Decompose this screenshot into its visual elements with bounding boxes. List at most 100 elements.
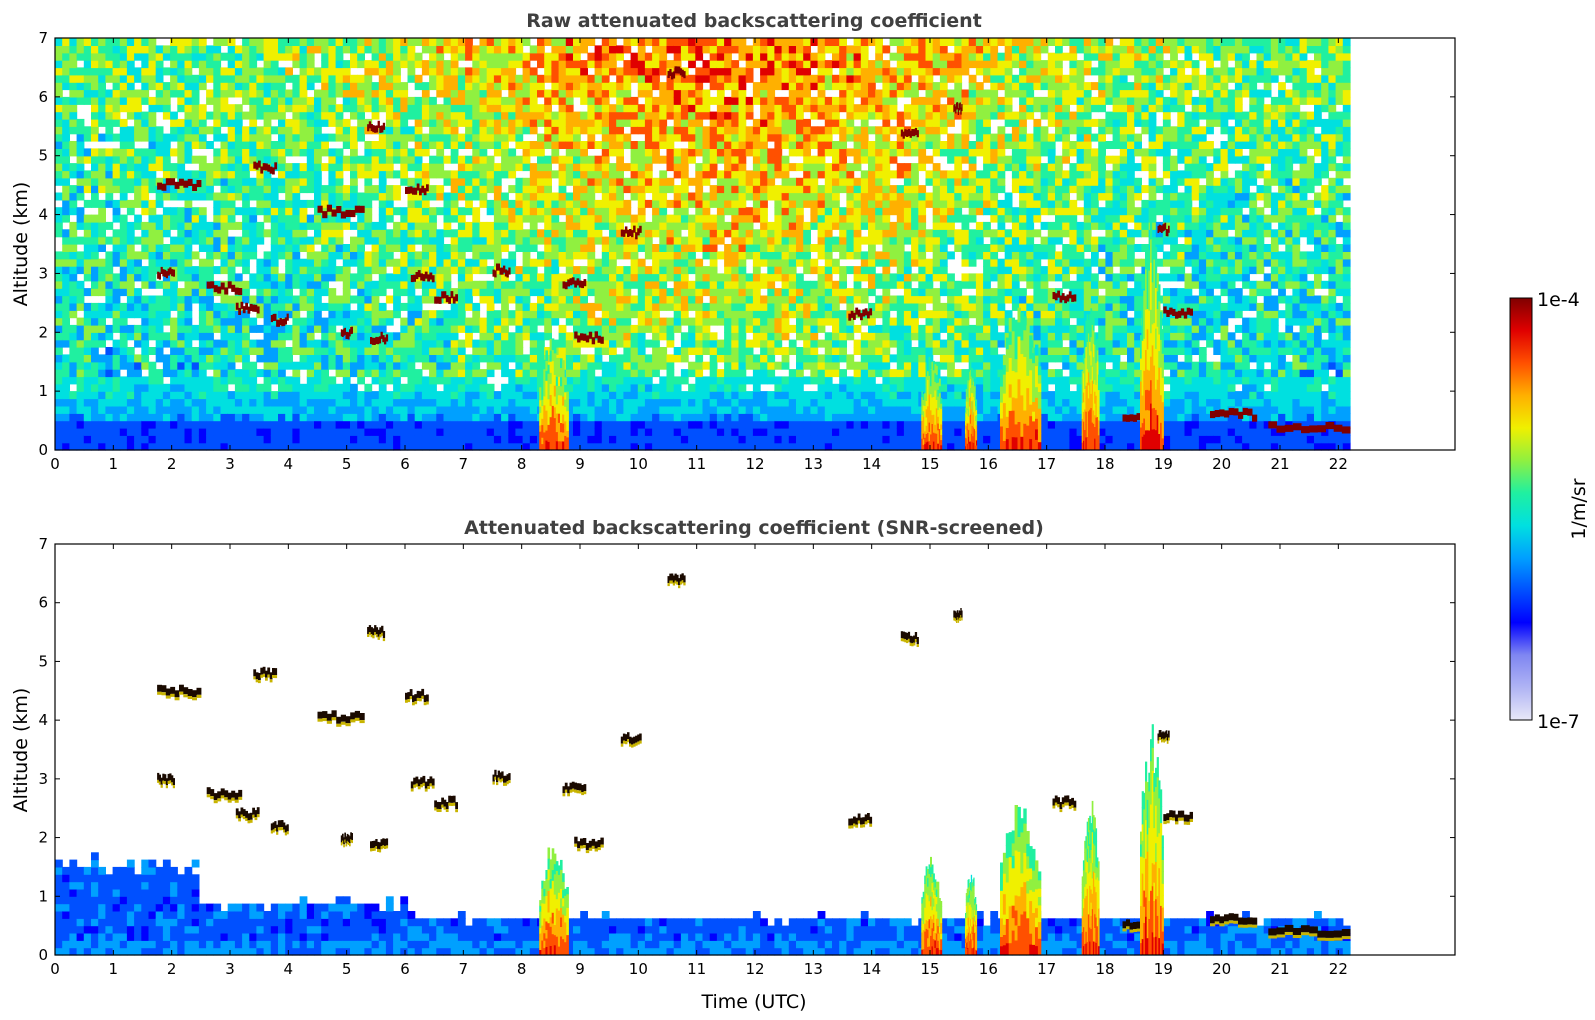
x-tick-label: 11 [687, 455, 706, 473]
cloud-layer [157, 772, 175, 789]
x-tick-label: 11 [687, 960, 706, 978]
cloud-layer [270, 820, 289, 836]
cloud-layer [367, 625, 386, 642]
x-tick-label: 3 [225, 960, 235, 978]
x-tick-label: 16 [979, 455, 998, 473]
x-tick-label: 7 [459, 960, 469, 978]
colorbar-gradient [1509, 297, 1533, 721]
cloud-layer [157, 684, 202, 701]
cloud-layer [434, 291, 458, 304]
cloud-layer [900, 631, 919, 647]
cloud-layer [848, 813, 873, 829]
x-tick-label: 0 [50, 455, 60, 473]
colorbar-tick-max: 1e-4 [1537, 289, 1580, 311]
cloud-layer [235, 301, 260, 315]
cloud-layer [1163, 810, 1193, 825]
cloud-layer [574, 836, 604, 854]
raw-backscatter-heatmap [55, 38, 1351, 451]
x-tick-label: 4 [284, 960, 294, 978]
x-tick-label: 21 [1270, 455, 1289, 473]
y-tick-label: 7 [38, 29, 48, 47]
cloud-layer [953, 608, 963, 623]
colorbar: 1e-4 1e-7 1/m/sr [1509, 289, 1590, 733]
y-tick-label: 7 [38, 535, 48, 553]
y-axis-ticks: 0 1 2 3 4 5 6 7 [38, 535, 1455, 964]
y-tick-label: 2 [38, 323, 48, 341]
cloud-layer [1157, 730, 1170, 744]
y-tick-label: 1 [38, 887, 48, 905]
heatmap-background [55, 38, 1351, 451]
aerosol-column [1140, 724, 1164, 956]
x-tick-label: 17 [1037, 455, 1056, 473]
x-tick-label: 22 [1329, 455, 1348, 473]
x-tick-label: 1 [109, 455, 119, 473]
cloud-layer [270, 313, 289, 327]
aerosol-column [1081, 800, 1100, 956]
x-tick-label: 5 [342, 455, 352, 473]
cloud-layer [340, 832, 353, 848]
colorbar-tick-min: 1e-7 [1537, 711, 1580, 733]
cloud-layer [574, 331, 604, 345]
x-tick-label: 6 [400, 960, 410, 978]
y-tick-label: 3 [38, 264, 48, 282]
y-axis-label: Altitude (km) [10, 688, 32, 813]
x-tick-label: 8 [517, 960, 527, 978]
aerosol-column [1000, 307, 1042, 451]
y-tick-label: 0 [38, 946, 48, 964]
cloud-layer [620, 225, 642, 240]
y-tick-label: 3 [38, 770, 48, 788]
y-tick-label: 4 [38, 711, 48, 729]
cloud-layer [1163, 306, 1193, 319]
x-tick-label: 12 [745, 960, 764, 978]
x-tick-label: 1 [109, 960, 119, 978]
aerosol-column [965, 360, 978, 451]
x-tick-label: 18 [1095, 960, 1114, 978]
y-tick-label: 4 [38, 206, 48, 224]
x-tick-label: 4 [284, 455, 294, 473]
aerosol-column [965, 874, 978, 956]
x-tick-label: 6 [400, 455, 410, 473]
cloud-layer [370, 331, 389, 345]
x-tick-label: 21 [1270, 960, 1289, 978]
x-tick-label: 15 [920, 455, 939, 473]
cloud-layer [410, 270, 435, 283]
x-tick-label: 8 [517, 455, 527, 473]
x-tick-label: 15 [920, 960, 939, 978]
cloud-layer [1210, 913, 1258, 928]
aerosol-column [1081, 308, 1100, 451]
cloud-layer [206, 787, 243, 804]
aerosol-column [921, 856, 943, 956]
y-axis-ticks: 0 1 2 3 4 5 6 7 [38, 29, 1455, 459]
aerosol-column [539, 338, 569, 451]
aerosol-column [539, 847, 569, 956]
y-tick-label: 5 [38, 147, 48, 165]
cloud-layer [667, 573, 686, 589]
x-tick-label: 9 [575, 960, 585, 978]
chart-title: Raw attenuated backscattering coefficien… [526, 10, 982, 32]
y-tick-label: 5 [38, 652, 48, 670]
y-tick-label: 0 [38, 441, 48, 459]
cloud-layer [434, 795, 458, 813]
cloud-layer [410, 775, 435, 792]
x-tick-label: 20 [1212, 960, 1231, 978]
x-tick-label: 5 [342, 960, 352, 978]
raw-backscatter-panel: Raw attenuated backscattering coefficien… [10, 10, 1456, 473]
x-tick-label: 19 [1154, 455, 1173, 473]
x-tick-label: 2 [167, 455, 177, 473]
x-tick-label: 2 [167, 960, 177, 978]
cloud-layer [253, 666, 278, 684]
x-axis-label: Time (UTC) [700, 991, 806, 1013]
cloud-layer [340, 326, 353, 340]
cloud-layer [492, 769, 511, 786]
x-tick-label: 0 [50, 960, 60, 978]
x-tick-label: 14 [862, 455, 881, 473]
x-tick-label: 20 [1212, 455, 1231, 473]
x-tick-label: 10 [629, 960, 648, 978]
x-axis-ticks: 0 1 2 3 4 5 6 7 8 9 10 11 12 13 14 15 16 17 18 19 20 21 22 [50, 544, 1348, 978]
x-tick-label: 18 [1095, 455, 1114, 473]
cloud-layer [405, 183, 429, 196]
cloud-layer [1052, 290, 1077, 304]
cloud-layer [370, 838, 389, 853]
y-tick-label: 6 [38, 88, 48, 106]
